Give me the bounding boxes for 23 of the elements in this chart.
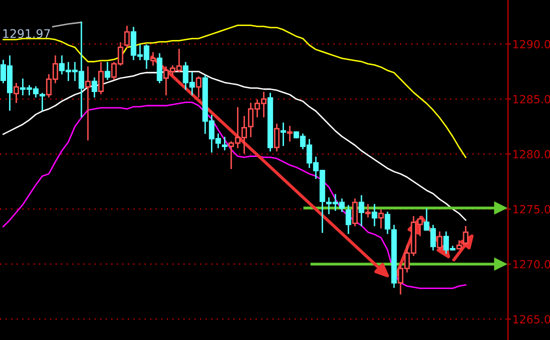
candlestick bbox=[268, 92, 274, 152]
candlestick bbox=[436, 231, 442, 250]
candlestick bbox=[14, 82, 20, 104]
candlestick bbox=[85, 66, 91, 140]
candlestick bbox=[462, 226, 468, 245]
candlestick bbox=[280, 122, 286, 146]
y-tick-label: 1290.0 bbox=[513, 40, 550, 48]
candlestick bbox=[156, 53, 162, 84]
candlestick bbox=[287, 126, 293, 142]
y-tick-label: 1285.0 bbox=[513, 95, 550, 104]
y-tick-label: 1280.0 bbox=[513, 150, 550, 158]
candlestick bbox=[346, 205, 352, 234]
candlestick bbox=[222, 136, 228, 150]
y-tick-label: 1270.0 bbox=[513, 260, 550, 268]
candlestick bbox=[92, 77, 98, 98]
line-series bbox=[2, 102, 466, 289]
candlestick bbox=[274, 124, 280, 152]
y-tick-label: 1265.0 bbox=[513, 315, 550, 324]
y-tick-label: 1275.0 bbox=[513, 205, 550, 214]
candlestick bbox=[40, 92, 46, 111]
line-series bbox=[2, 24, 466, 158]
annotation: 1291.97 bbox=[3, 29, 50, 38]
candlestick bbox=[196, 76, 202, 98]
